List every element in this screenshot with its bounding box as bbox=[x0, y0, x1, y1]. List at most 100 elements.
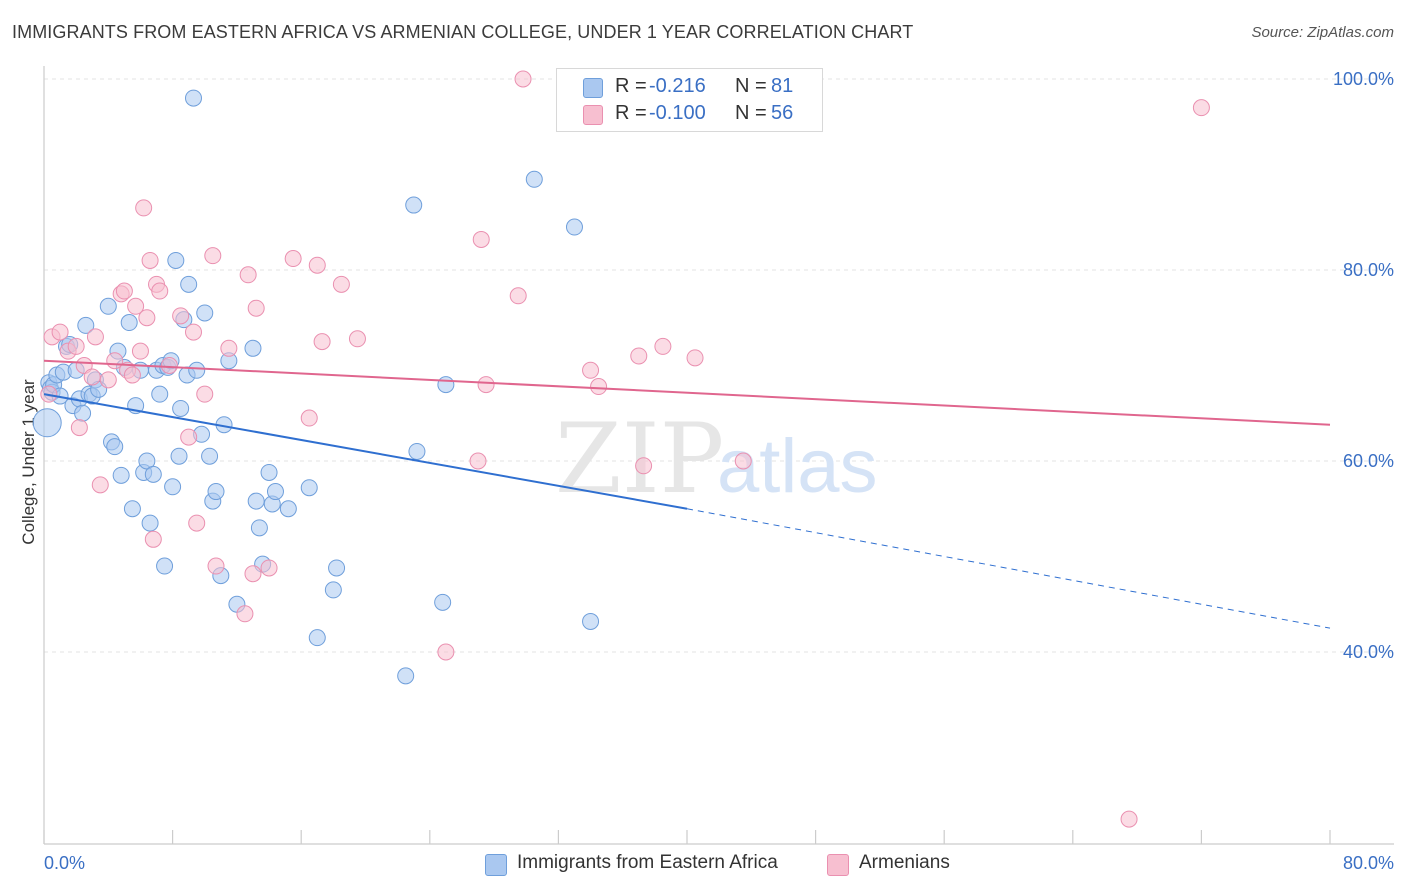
chart-title: IMMIGRANTS FROM EASTERN AFRICA VS ARMENI… bbox=[12, 22, 914, 42]
data-point-armenians bbox=[127, 297, 145, 315]
y-tick-labels: 40.0% 60.0% 80.0% 100.0% bbox=[1333, 69, 1394, 662]
chart-source: Source: ZipAtlas.com bbox=[1251, 24, 1394, 41]
series-immigrants-eastern-africa bbox=[32, 89, 600, 685]
data-point-eastern-africa bbox=[201, 447, 219, 465]
data-point-armenians bbox=[135, 199, 153, 217]
legend-label: Armenians bbox=[859, 852, 950, 873]
trend-line-eastern-africa-projection bbox=[686, 508, 1331, 629]
data-point-eastern-africa bbox=[565, 218, 583, 236]
y-axis-title: College, Under 1 year bbox=[19, 379, 38, 545]
data-point-armenians bbox=[144, 530, 162, 548]
data-point-armenians bbox=[151, 282, 169, 300]
data-point-armenians bbox=[308, 256, 326, 274]
data-point-armenians bbox=[654, 337, 672, 355]
data-point-armenians bbox=[172, 307, 190, 325]
legend-series: Immigrants from Eastern Africa Armenians bbox=[0, 852, 1406, 878]
pink-swatch bbox=[583, 105, 603, 125]
data-point-armenians bbox=[332, 275, 350, 293]
data-point-eastern-africa bbox=[408, 442, 426, 460]
data-point-armenians bbox=[348, 330, 366, 348]
data-point-armenians bbox=[220, 339, 238, 357]
data-point-armenians bbox=[188, 514, 206, 532]
y-tick-label: 60.0% bbox=[1343, 451, 1394, 471]
data-point-eastern-africa bbox=[74, 404, 92, 422]
y-tick-label: 40.0% bbox=[1343, 642, 1394, 662]
data-point-eastern-africa bbox=[247, 492, 265, 510]
x-tick-label: 0.0% bbox=[44, 853, 85, 873]
data-point-eastern-africa bbox=[184, 89, 202, 107]
data-point-eastern-africa bbox=[250, 519, 268, 537]
data-point-armenians bbox=[51, 323, 69, 341]
data-point-armenians bbox=[590, 378, 608, 396]
pink-swatch bbox=[827, 854, 849, 876]
n-label: N = bbox=[735, 75, 767, 97]
data-point-armenians bbox=[630, 347, 648, 365]
data-point-eastern-africa bbox=[141, 514, 159, 532]
legend-stats: R = -0.216 N = 81 R = -0.100 N = 56 bbox=[556, 68, 823, 132]
data-point-armenians bbox=[686, 349, 704, 367]
r-label: R = bbox=[615, 75, 647, 97]
data-point-armenians bbox=[70, 419, 88, 437]
data-point-eastern-africa bbox=[156, 557, 174, 575]
data-point-armenians bbox=[138, 309, 156, 327]
x-tick-labels: 0.0% 80.0% bbox=[44, 853, 1394, 873]
data-point-eastern-africa bbox=[434, 593, 452, 611]
gridlines bbox=[44, 78, 1394, 653]
data-point-eastern-africa bbox=[397, 667, 415, 685]
data-point-armenians bbox=[160, 357, 178, 374]
blue-swatch bbox=[485, 854, 507, 876]
data-point-eastern-africa bbox=[164, 478, 182, 496]
data-point-eastern-africa bbox=[180, 275, 198, 293]
data-point-armenians bbox=[204, 247, 222, 265]
data-point-armenians bbox=[180, 428, 198, 446]
data-point-eastern-africa bbox=[308, 629, 326, 647]
data-point-eastern-africa bbox=[151, 385, 169, 403]
data-point-eastern-africa bbox=[279, 500, 297, 518]
data-point-eastern-africa bbox=[324, 581, 342, 599]
data-point-armenians bbox=[99, 371, 117, 389]
data-point-armenians bbox=[514, 70, 532, 88]
data-point-eastern-africa bbox=[172, 399, 190, 417]
data-point-eastern-africa bbox=[300, 479, 318, 497]
data-point-armenians bbox=[635, 457, 653, 475]
data-point-eastern-africa bbox=[196, 304, 214, 322]
data-point-armenians bbox=[131, 342, 149, 360]
data-point-armenians bbox=[582, 361, 600, 379]
legend-label: Immigrants from Eastern Africa bbox=[517, 852, 778, 873]
watermark: ZIP atlas bbox=[555, 403, 878, 515]
trend-line-armenians bbox=[43, 359, 1331, 426]
data-point-eastern-africa bbox=[405, 196, 423, 214]
data-point-armenians bbox=[247, 299, 265, 317]
data-point-armenians bbox=[67, 337, 85, 355]
data-point-armenians bbox=[83, 368, 101, 386]
data-point-armenians bbox=[734, 452, 752, 470]
r-value: -0.100 bbox=[649, 102, 706, 124]
data-point-eastern-africa bbox=[437, 376, 455, 394]
axes bbox=[43, 66, 1394, 845]
data-point-eastern-africa bbox=[32, 408, 62, 438]
r-value: -0.216 bbox=[649, 75, 706, 97]
data-point-armenians bbox=[300, 409, 318, 427]
data-point-eastern-africa bbox=[170, 447, 188, 465]
n-value: 81 bbox=[771, 75, 794, 97]
data-point-armenians bbox=[244, 565, 262, 583]
data-point-eastern-africa bbox=[525, 170, 543, 188]
data-point-armenians bbox=[313, 333, 331, 351]
data-point-eastern-africa bbox=[167, 251, 185, 269]
data-point-armenians bbox=[207, 557, 225, 575]
data-point-eastern-africa bbox=[266, 483, 284, 501]
data-point-armenians bbox=[1120, 810, 1138, 828]
n-value: 56 bbox=[771, 102, 794, 124]
data-point-eastern-africa bbox=[123, 500, 141, 518]
data-point-armenians bbox=[437, 643, 455, 661]
data-point-armenians bbox=[91, 476, 109, 494]
data-point-eastern-africa bbox=[244, 339, 262, 357]
data-point-armenians bbox=[86, 328, 104, 346]
data-point-eastern-africa bbox=[207, 483, 225, 501]
data-point-armenians bbox=[123, 366, 141, 384]
data-point-eastern-africa bbox=[112, 466, 130, 484]
blue-swatch bbox=[583, 78, 603, 98]
trend-lines bbox=[43, 359, 1331, 629]
data-point-eastern-africa bbox=[582, 612, 600, 630]
data-point-eastern-africa bbox=[328, 559, 346, 577]
